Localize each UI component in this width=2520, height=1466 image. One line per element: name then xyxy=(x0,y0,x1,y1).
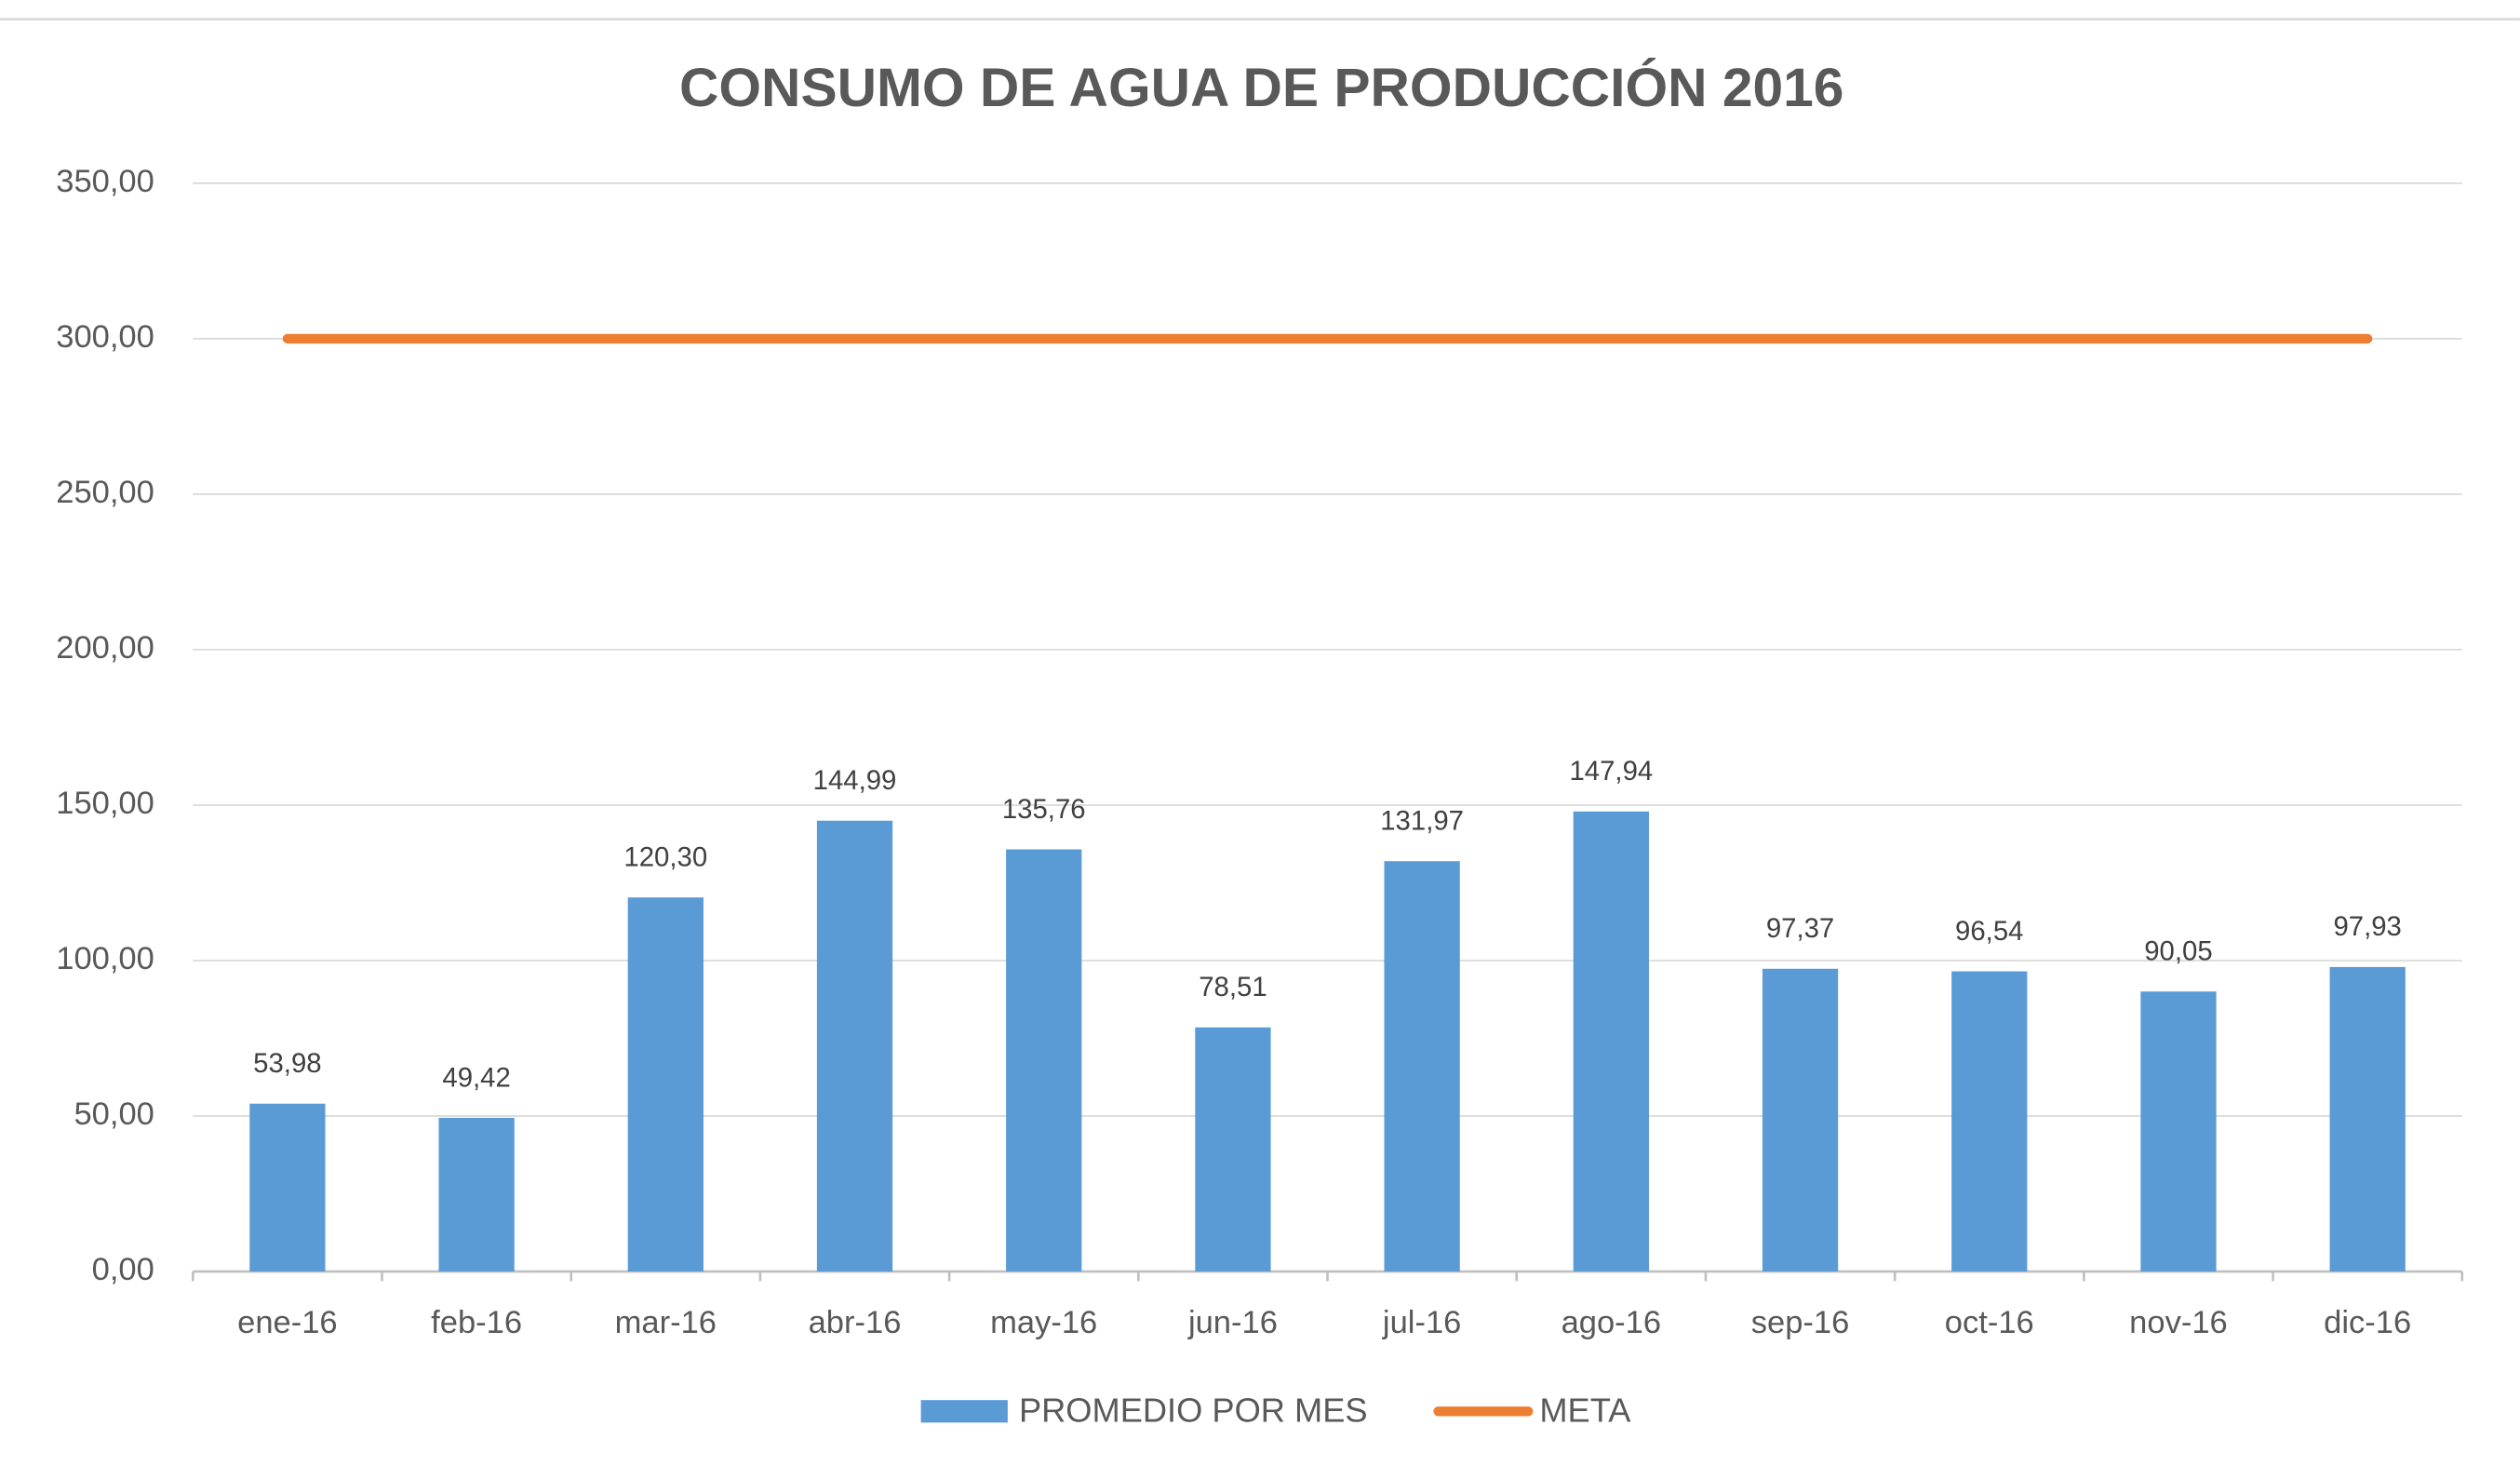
data-label: 78,51 xyxy=(1199,972,1267,1002)
data-label: 53,98 xyxy=(253,1048,321,1079)
bar xyxy=(1195,1027,1271,1272)
y-tick-label: 100,00 xyxy=(56,941,154,976)
x-tick-label: nov-16 xyxy=(2129,1305,2228,1340)
y-tick-label: 50,00 xyxy=(74,1096,154,1132)
y-tick-label: 200,00 xyxy=(56,630,154,666)
y-tick-label: 350,00 xyxy=(56,164,154,199)
y-tick-label: 150,00 xyxy=(56,786,154,821)
data-label: 120,30 xyxy=(623,841,707,872)
x-tick-label: abr-16 xyxy=(809,1305,902,1340)
x-tick-label: ene-16 xyxy=(237,1305,337,1340)
chart-title: CONSUMO DE AGUA DE PRODUCCIÓN 2016 xyxy=(679,57,1843,118)
data-label: 97,37 xyxy=(1766,913,1834,944)
x-tick-label: may-16 xyxy=(990,1305,1097,1340)
bar xyxy=(627,897,704,1272)
data-label: 49,42 xyxy=(442,1062,510,1093)
x-tick-label: dic-16 xyxy=(2324,1305,2411,1340)
legend-swatch xyxy=(920,1400,1008,1423)
data-label: 90,05 xyxy=(2144,936,2212,967)
data-label: 131,97 xyxy=(1380,805,1464,836)
x-tick-label: jun-16 xyxy=(1187,1305,1278,1340)
bar xyxy=(1573,811,1649,1272)
x-tick-label: feb-16 xyxy=(431,1305,522,1340)
legend-label: META xyxy=(1539,1392,1631,1430)
x-tick-label: ago-16 xyxy=(1562,1305,1661,1340)
bar xyxy=(438,1117,515,1272)
y-tick-label: 300,00 xyxy=(56,319,154,355)
y-tick-label: 0,00 xyxy=(92,1252,154,1287)
bar xyxy=(1762,968,1839,1272)
bar xyxy=(1951,971,2028,1272)
bar xyxy=(2329,966,2406,1272)
data-label: 147,94 xyxy=(1569,756,1653,787)
legend-label: PROMEDIO POR MES xyxy=(1019,1392,1368,1430)
data-label: 96,54 xyxy=(1955,916,2023,947)
bar xyxy=(816,820,893,1272)
x-tick-label: mar-16 xyxy=(615,1305,717,1340)
x-tick-label: sep-16 xyxy=(1751,1305,1850,1340)
data-label: 144,99 xyxy=(813,765,897,796)
bar xyxy=(249,1103,326,1272)
data-label: 97,93 xyxy=(2333,911,2401,942)
bar xyxy=(2140,991,2217,1272)
data-label: 135,76 xyxy=(1002,794,1086,825)
y-tick-label: 250,00 xyxy=(56,475,154,510)
bar xyxy=(1384,861,1460,1272)
bar xyxy=(1006,849,1082,1272)
x-tick-label: jul-16 xyxy=(1382,1305,1461,1340)
x-tick-label: oct-16 xyxy=(1945,1305,2034,1340)
